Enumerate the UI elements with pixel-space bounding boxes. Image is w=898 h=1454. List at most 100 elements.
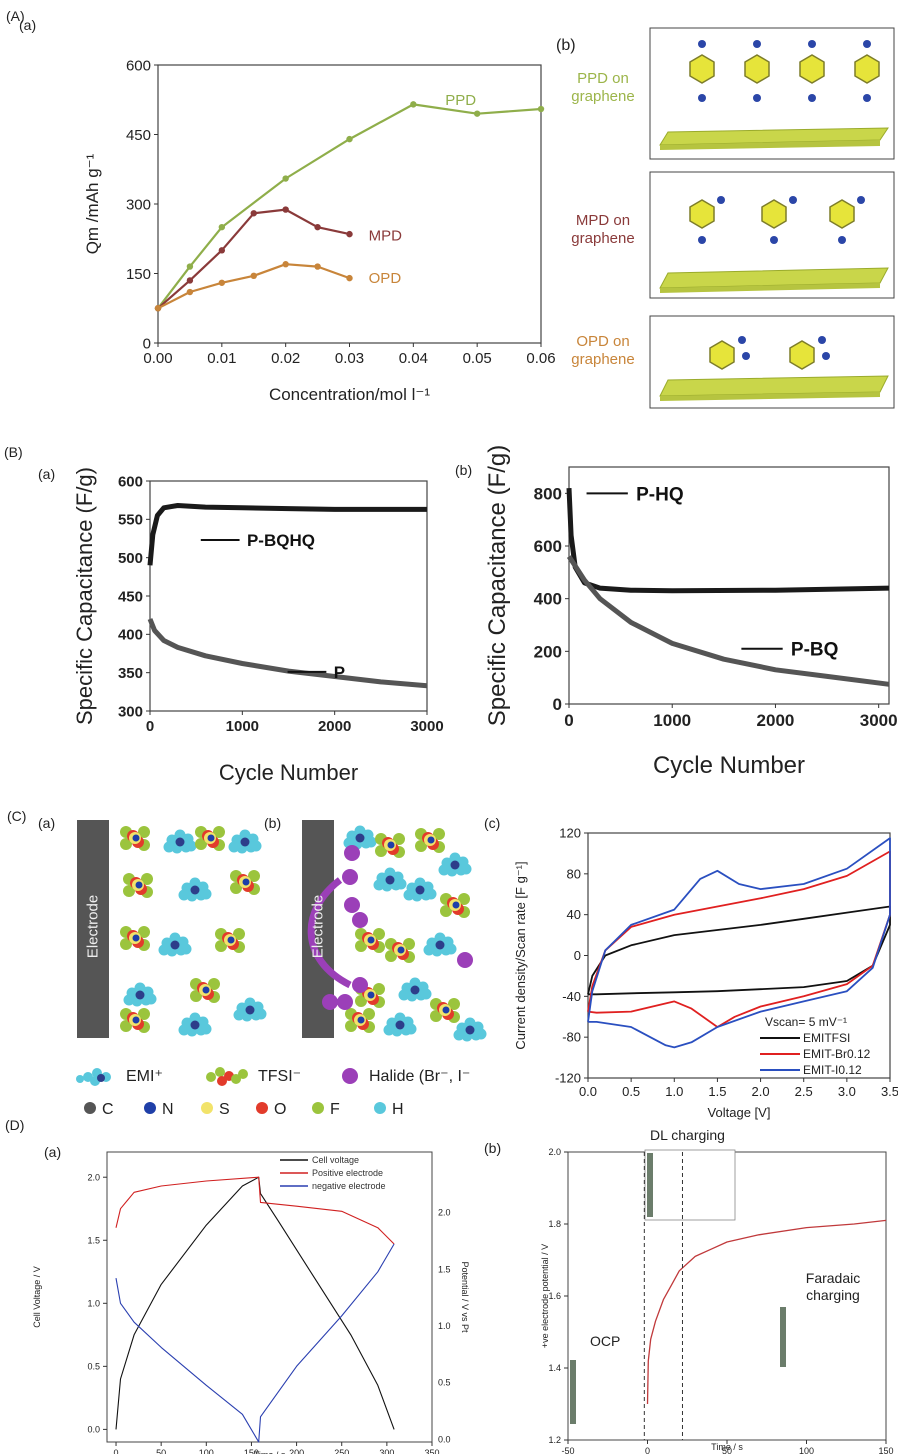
x-tick-label-A_a: 0.02 xyxy=(271,350,300,367)
x-tick-label-D_b: -50 xyxy=(561,1446,574,1454)
emi-cation xyxy=(423,944,435,956)
y-tick-label-B_a: 600 xyxy=(118,473,143,490)
emi-core xyxy=(135,990,145,1000)
molecule-panel-A-b xyxy=(649,27,895,409)
series-label-B-a: P-BQHQ xyxy=(247,531,315,550)
y-right-tick-label-D_a: 0.5 xyxy=(438,1378,451,1388)
atom-label-c: C xyxy=(102,1101,114,1118)
x-axis-label-B_a: Cycle Number xyxy=(219,760,358,785)
scan-rate-annotation: Vscan= 5 mV⁻¹ xyxy=(765,1015,847,1029)
dl-charging-schematic xyxy=(644,1149,736,1221)
tfsi-anion xyxy=(440,905,452,917)
x-tick-label-C_c: 1.0 xyxy=(665,1084,683,1099)
tfsi-anion xyxy=(123,885,135,897)
emi-core xyxy=(450,860,460,870)
x-tick-label-A_a: 0.06 xyxy=(526,350,555,367)
emi-core xyxy=(410,985,420,995)
tfsi-anion xyxy=(195,838,207,850)
data-point-A_a-0 xyxy=(410,101,417,108)
tfsi-anion xyxy=(393,833,405,845)
tfsi-anion xyxy=(233,928,245,940)
y-tick-label-A_a: 150 xyxy=(126,266,151,283)
data-point-A_a-0 xyxy=(218,223,226,231)
legend-emi-label: EMI⁺ xyxy=(126,1068,163,1085)
tfsi-anion xyxy=(433,828,445,840)
atom-swatch-s xyxy=(201,1102,213,1114)
series-line-D_a-2 xyxy=(115,1243,395,1443)
x-tick-label-D_a: 350 xyxy=(424,1448,439,1454)
series-line-C_c-2 xyxy=(587,837,891,1049)
halide-ion xyxy=(344,845,360,861)
y-axis-label-D_b: +ve electrode potential / V xyxy=(540,1244,550,1348)
panel-label-A-b: (b) xyxy=(556,37,576,54)
x-tick-label-B_a: 1000 xyxy=(226,718,259,735)
x-tick-label-D_b: 100 xyxy=(799,1446,814,1454)
x-tick-label-D_a: 50 xyxy=(156,1448,166,1454)
y-tick-label-C_c: -80 xyxy=(562,1030,581,1045)
panel-label-C: (C) xyxy=(7,808,27,824)
tfsi-anion xyxy=(458,893,470,905)
emi-cation xyxy=(123,994,135,1006)
graphene-sheet xyxy=(659,375,889,401)
x-tick-label-D_a: 0 xyxy=(114,1448,119,1454)
atom-label-f: F xyxy=(330,1101,340,1118)
x-tick-label-A_a: 0.04 xyxy=(399,350,428,367)
x-tick-label-B_b: 0 xyxy=(564,711,573,730)
emi-cation xyxy=(178,1024,190,1036)
tfsi-anion xyxy=(230,882,242,894)
x-tick-label-A_a: 0.03 xyxy=(335,350,364,367)
tfsi-anion xyxy=(190,990,202,1002)
emi-cation xyxy=(395,878,407,890)
atom-label-n: N xyxy=(162,1101,174,1118)
data-point-A_a-1 xyxy=(314,223,321,231)
graphene-sheet xyxy=(659,267,889,293)
electrode-bar xyxy=(77,820,109,1038)
emi-cation xyxy=(403,889,415,901)
series-line-D_a-1 xyxy=(115,1176,395,1245)
ocp-schematic xyxy=(570,1360,576,1424)
y-right-tick-label-D_a: 0.0 xyxy=(438,1434,451,1444)
tfsi-n xyxy=(387,841,395,849)
legend-label-C-c: EMITFSI xyxy=(803,1031,850,1045)
y-tick-label-A_a: 300 xyxy=(126,196,151,213)
legend-tfsi-label: TFSI⁻ xyxy=(258,1068,302,1085)
x-tick-label-C_c: 3.5 xyxy=(881,1084,898,1099)
chart-A-a xyxy=(157,64,542,344)
tfsi-n xyxy=(367,991,375,999)
electrode-label-b: Electrode xyxy=(309,894,327,959)
halide-ion xyxy=(342,869,358,885)
tfsi-n xyxy=(397,946,405,954)
data-point-A_a-2 xyxy=(314,263,321,270)
y-axis-label-A_a: Qm /mAh g⁻¹ xyxy=(83,153,102,254)
panel-label-A-a: (a) xyxy=(19,17,37,33)
x-tick-label-C_c: 3.0 xyxy=(838,1084,856,1099)
emi-core xyxy=(245,1005,255,1015)
emi-cation xyxy=(180,943,192,955)
tfsi-anion xyxy=(120,938,132,950)
tfsi-anion xyxy=(363,1008,375,1020)
emi-cation xyxy=(405,1023,417,1035)
x-tick-label-C_c: 0.0 xyxy=(579,1084,597,1099)
y-tick-label-C_c: 40 xyxy=(567,907,581,922)
tfsi-anion xyxy=(415,840,427,852)
atom-swatch-n xyxy=(144,1102,156,1114)
panel-label-D-b: (b) xyxy=(484,1140,502,1156)
x-tick-label-C_c: 0.5 xyxy=(622,1084,640,1099)
y-tick-label-D_b: 1.8 xyxy=(548,1219,561,1229)
tfsi-n xyxy=(132,934,140,942)
ion-cluster-a xyxy=(120,826,267,1037)
nitrogen-atoms xyxy=(698,40,871,102)
series-line-D_b-0 xyxy=(646,1219,887,1405)
halide-ion xyxy=(352,977,368,993)
emi-cation xyxy=(475,1028,487,1040)
chart-A_a: 0.00 0.01 0.02 0.03 0.04 0.05 0.06 0 150 300 450 60… xyxy=(83,57,556,404)
emi-cation xyxy=(185,840,197,852)
emi-core xyxy=(385,875,395,885)
y-tick-label-A_a: 0 xyxy=(143,335,151,352)
emi-core xyxy=(170,940,180,950)
chart-marks: 0.00 0.01 0.02 0.03 0.04 0.05 0.06015030045060… xyxy=(32,57,898,1454)
tfsi-n xyxy=(242,878,250,886)
y-tick-label-D_b: 1.2 xyxy=(548,1435,561,1445)
tfsi-anion xyxy=(385,950,397,962)
tfsi-n xyxy=(207,834,215,842)
